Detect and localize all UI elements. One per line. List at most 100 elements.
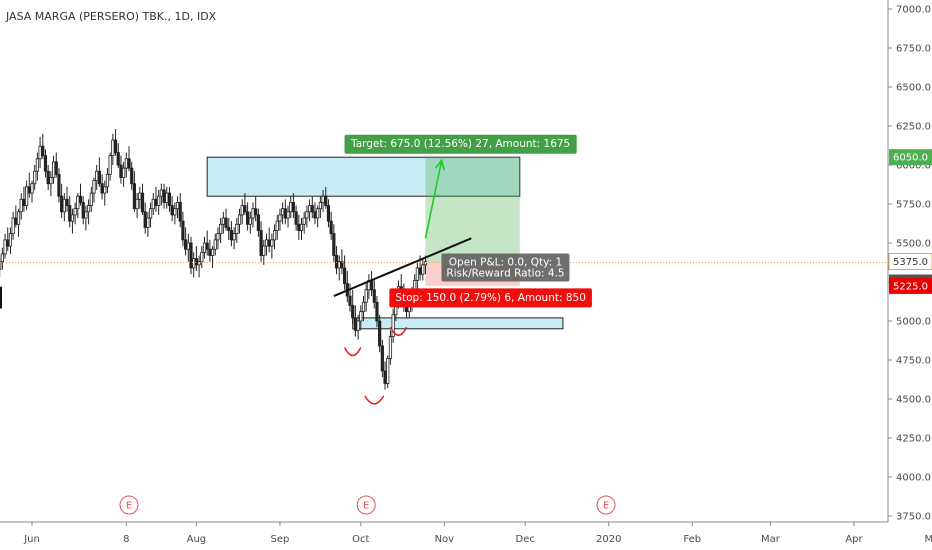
candle-body xyxy=(375,301,379,322)
time-tick-label: Oct xyxy=(352,534,369,545)
candle xyxy=(146,211,150,237)
candle xyxy=(116,143,120,169)
candle-body xyxy=(108,155,112,175)
candle-body xyxy=(227,226,231,231)
candle xyxy=(305,205,309,228)
candle-body xyxy=(229,230,234,241)
candle-body xyxy=(184,239,188,250)
candle xyxy=(170,196,174,222)
candle xyxy=(57,168,61,203)
candle-body xyxy=(167,192,172,206)
candle-body xyxy=(278,214,282,222)
candle-body xyxy=(340,261,344,269)
candle-body xyxy=(418,267,422,275)
price-tag-label: 5375.0 xyxy=(893,257,928,268)
candle-body xyxy=(119,164,123,178)
candle xyxy=(302,211,306,234)
candle xyxy=(157,189,161,215)
candle xyxy=(326,199,331,228)
candle xyxy=(103,180,107,206)
candle-body xyxy=(6,239,10,247)
candle xyxy=(130,161,134,190)
price-tag: 6050.0 xyxy=(889,149,932,166)
time-tick-label: 8 xyxy=(123,534,129,545)
candle xyxy=(86,199,91,225)
candle-body xyxy=(19,198,23,213)
candle xyxy=(353,305,358,337)
neckline-trendline xyxy=(333,237,472,297)
candle-body xyxy=(372,289,376,303)
candle xyxy=(95,165,99,190)
candle-body xyxy=(140,192,145,213)
candle-body xyxy=(57,173,61,197)
candle xyxy=(76,193,80,219)
candle xyxy=(318,196,322,219)
candle-body xyxy=(86,205,91,213)
candle-body xyxy=(221,217,225,225)
price-tick-label: 7000.0 xyxy=(896,5,931,16)
candle-body xyxy=(270,239,274,247)
price-tag-bg xyxy=(888,253,932,270)
price-tag: 5225.0 xyxy=(889,277,932,294)
candle-body xyxy=(73,208,77,216)
candle-body xyxy=(178,202,182,222)
price-tick-label: 5000.0 xyxy=(896,317,931,328)
candle xyxy=(267,227,271,253)
candle xyxy=(189,236,193,275)
time-tick-label: May xyxy=(924,534,932,545)
earnings-event-label: E xyxy=(603,501,609,512)
candle xyxy=(375,296,379,328)
candle-body xyxy=(175,202,180,210)
candle-body xyxy=(95,170,99,182)
candle-body xyxy=(124,158,128,169)
candle xyxy=(291,193,296,219)
candle xyxy=(38,136,42,169)
candle-body xyxy=(237,214,242,225)
earnings-event-marker: E xyxy=(119,495,139,515)
candle-body xyxy=(310,205,314,213)
candle-body xyxy=(256,214,260,231)
candle-body xyxy=(70,214,75,222)
candle-body xyxy=(41,145,45,157)
candle-body xyxy=(68,205,72,222)
candle-body xyxy=(92,180,96,194)
candle-body xyxy=(281,208,285,216)
candle xyxy=(162,183,166,209)
candle xyxy=(138,186,142,209)
price-tick-label: 4500.0 xyxy=(896,395,931,406)
candle-body xyxy=(173,208,177,216)
candle-body xyxy=(334,255,339,269)
candle xyxy=(205,230,209,256)
price-tick-label: 6500.0 xyxy=(896,83,931,94)
candle-body xyxy=(391,314,395,338)
candle xyxy=(60,183,64,219)
price-tick-label: 4750.0 xyxy=(896,356,931,367)
candle-body xyxy=(321,195,325,203)
candle-body xyxy=(25,186,29,206)
time-tick-label: Jun xyxy=(23,534,40,545)
candle xyxy=(264,233,269,256)
candle-body xyxy=(30,183,34,194)
candle-body xyxy=(194,258,198,266)
candle-body xyxy=(186,242,190,250)
candle xyxy=(369,271,374,297)
earnings-event-marker: E xyxy=(596,495,616,515)
candle xyxy=(30,180,34,203)
candle xyxy=(348,283,352,312)
candle-body xyxy=(143,211,147,228)
candle xyxy=(351,289,355,325)
candle-body xyxy=(343,267,347,284)
candle xyxy=(14,205,18,228)
candle-body xyxy=(251,208,255,219)
earnings-event-circle xyxy=(356,495,376,515)
candle-body xyxy=(219,223,223,235)
candle xyxy=(229,221,234,247)
price-tick-label: 3750.0 xyxy=(896,512,931,523)
stop-label-bg xyxy=(389,288,592,308)
candle xyxy=(84,205,88,231)
earnings-event-circle xyxy=(119,495,139,515)
candle xyxy=(73,202,77,225)
price-tick-label: 6000.0 xyxy=(896,161,931,172)
candle xyxy=(22,186,26,212)
